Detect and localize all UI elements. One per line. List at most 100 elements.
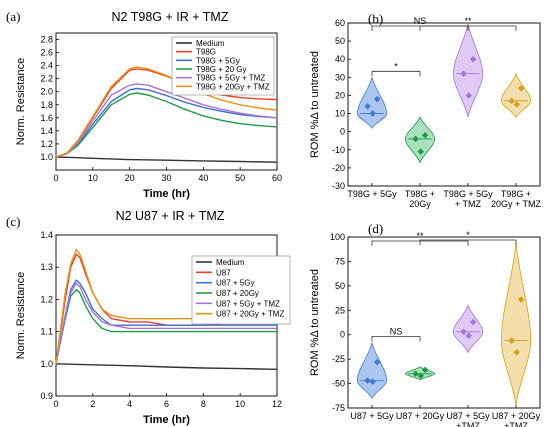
- y-tick-label: 1.4: [40, 230, 53, 240]
- significance-label: **: [416, 231, 424, 241]
- significance-label: **: [464, 16, 472, 26]
- series-line: [55, 156, 278, 163]
- x-tick-label: 20: [125, 173, 135, 183]
- y-axis-label: ROM %Δ to untreated: [309, 269, 321, 376]
- plot-frame: [347, 236, 541, 409]
- y-tick-label: 1.2: [40, 294, 53, 304]
- data-point: [469, 318, 477, 326]
- y-tick-label: 0.9: [40, 391, 53, 401]
- violin-body: [356, 342, 388, 400]
- category-label: U87 + 5Gy: [446, 411, 490, 421]
- y-tick-label: 1.2: [40, 139, 53, 149]
- legend-label: U87 + 5Gy: [216, 279, 254, 288]
- y-tick-label: 100: [330, 232, 345, 242]
- series-line: [55, 83, 278, 158]
- y-tick-label: 25: [335, 305, 345, 315]
- legend-label: T98G + 5Gy: [196, 56, 240, 65]
- series-line: [55, 279, 277, 364]
- significance-bracket: [371, 70, 421, 77]
- data-point: [421, 132, 429, 139]
- y-tick-label: 1.0: [40, 152, 53, 162]
- y-tick-label: 1.4: [40, 126, 53, 136]
- legend-label: Medium: [216, 258, 245, 267]
- chart-panel-c: 0 2 4 6 8 10 12 0.9 1.0 1.1 1.2 1.3 1.4 Time (hr) Norm…: [6, 209, 291, 426]
- x-axis-label: Time (hr): [143, 414, 190, 426]
- legend-box: [171, 36, 275, 96]
- panel-label: (b): [368, 11, 383, 26]
- category-label: +TMZ: [504, 421, 528, 427]
- y-tick-label: -50: [332, 379, 345, 389]
- y-tick-label: 75: [335, 256, 345, 266]
- category-label: U87 + 20Gy: [396, 411, 445, 421]
- data-point: [364, 377, 371, 384]
- data-point: [412, 370, 419, 378]
- violin-body: [500, 241, 532, 406]
- y-tick-label: -30: [332, 181, 345, 191]
- y-tick-label: 2.2: [40, 74, 53, 84]
- legend-label: U87 + 20Gy: [216, 289, 259, 298]
- legend-box: [191, 255, 291, 325]
- significance-label: NS: [414, 16, 427, 26]
- x-axis-label: Time (hr): [143, 188, 190, 200]
- data-point: [517, 84, 525, 92]
- series-line: [55, 248, 278, 364]
- y-tick-label: 1.3: [40, 262, 53, 272]
- significance-bracket: [419, 239, 517, 245]
- plot-frame: [347, 22, 541, 187]
- data-point: [369, 378, 376, 385]
- violin-body: [452, 304, 484, 354]
- data-point: [412, 135, 419, 143]
- x-tick-label: 6: [164, 399, 169, 409]
- panel-label: (d): [368, 221, 383, 236]
- data-point: [460, 328, 467, 336]
- category-label: +TMZ: [456, 421, 480, 427]
- legend-label: T98G + 5Gy + TMZ: [196, 74, 265, 83]
- y-tick-label: 0: [340, 330, 345, 340]
- y-tick-label: 1.6: [40, 113, 53, 123]
- x-tick-label: 60: [272, 173, 282, 183]
- violin-body: [404, 116, 436, 164]
- category-label: T98G +: [405, 189, 435, 199]
- chart-title: N2 U87 + IR + TMZ: [116, 209, 225, 223]
- significance-label: *: [394, 61, 398, 71]
- y-tick-label: 50: [335, 36, 345, 46]
- x-tick-label: 8: [201, 399, 206, 409]
- x-tick-label: 12: [272, 399, 282, 409]
- y-axis-label: ROM %Δ to untreated: [309, 51, 321, 158]
- series-line: [55, 363, 278, 370]
- category-label: + TMZ: [455, 199, 482, 209]
- data-point: [508, 337, 515, 344]
- y-tick-label: 30: [335, 72, 345, 82]
- chart-panel-a: 0 10 20 30 40 50 60 1.0 1.2 1.4 1.6 1.8 2.0 2.2 2.4 2.6…: [6, 9, 282, 200]
- y-tick-label: 50: [335, 281, 345, 291]
- y-tick-label: 1.1: [40, 327, 53, 337]
- category-label: 20Gy + TMZ: [491, 199, 542, 209]
- significance-label: *: [466, 230, 470, 240]
- category-label: U87 + 20Gy: [492, 411, 541, 421]
- y-tick-label: 2.4: [40, 61, 53, 71]
- violin-body: [452, 22, 484, 118]
- legend-label: U87: [216, 268, 231, 277]
- chart-title: N2 T98G + IR + TMZ: [112, 10, 229, 24]
- data-point: [517, 296, 525, 303]
- series-line: [55, 282, 277, 364]
- significance-bracket: [371, 336, 421, 342]
- y-tick-label: 1.8: [40, 100, 53, 110]
- x-tick-label: 10: [235, 399, 245, 409]
- violin-body: [500, 72, 532, 119]
- category-label: T98G + 5Gy: [347, 189, 397, 199]
- y-tick-label: 0: [340, 127, 345, 137]
- category-label: T98G + 5Gy: [443, 189, 493, 199]
- x-tick-label: 2: [90, 399, 95, 409]
- panel-label: (c): [6, 214, 20, 229]
- violin-body: [356, 77, 388, 129]
- series-line: [55, 87, 278, 158]
- y-axis-label: Norm. Resistance: [15, 58, 27, 145]
- y-tick-label: 2.6: [40, 48, 53, 58]
- series-line: [55, 66, 278, 158]
- data-point: [373, 358, 381, 366]
- y-tick-label: 10: [335, 109, 345, 119]
